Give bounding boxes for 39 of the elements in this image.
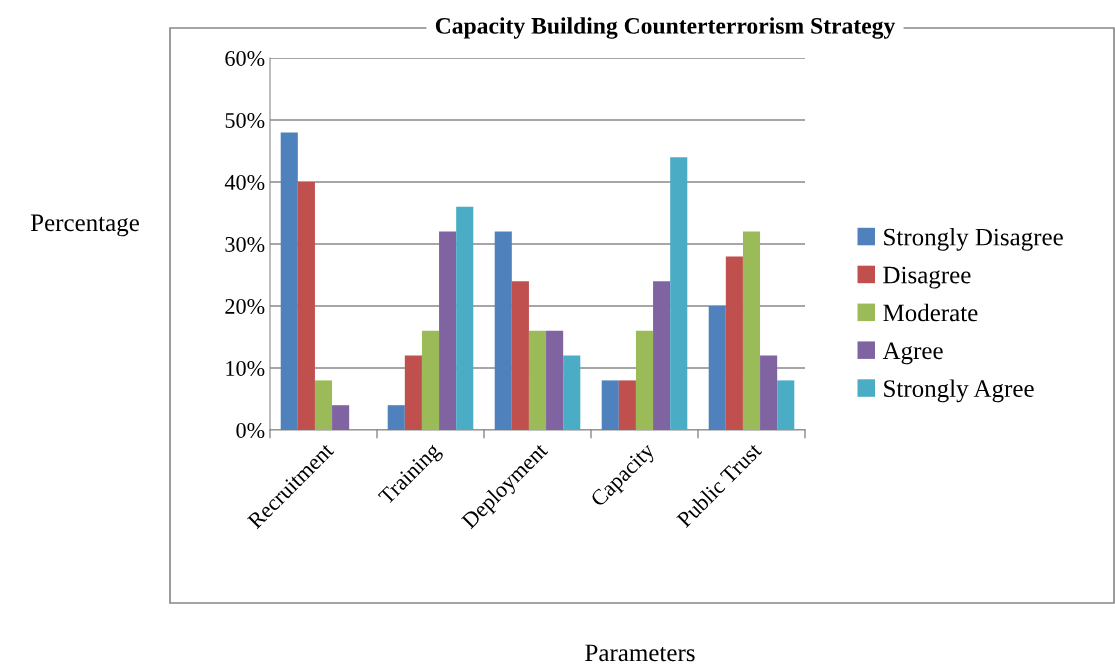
y-tick-label: 30% — [225, 236, 265, 252]
bar — [563, 355, 581, 430]
bar — [601, 380, 619, 430]
bar — [635, 330, 654, 430]
bar — [742, 231, 761, 430]
bar — [404, 355, 422, 430]
bar — [439, 231, 457, 430]
bar — [528, 330, 547, 430]
bar — [314, 380, 333, 430]
bar — [297, 182, 315, 430]
legend-label: Disagree — [883, 266, 971, 289]
bar — [670, 157, 688, 430]
legend-label: Strongly Disagree — [884, 227, 1063, 251]
x-axis-title: Parameters — [585, 644, 695, 662]
bar — [511, 281, 529, 430]
bar — [725, 256, 743, 430]
bar — [280, 132, 298, 430]
bar — [421, 330, 440, 430]
bar — [546, 330, 564, 430]
legend-label: Agree — [882, 342, 943, 365]
y-tick-label: 20% — [225, 298, 265, 314]
bar — [494, 231, 512, 430]
y-tick-label: 10% — [226, 360, 265, 376]
bar — [760, 355, 778, 430]
bar — [708, 306, 726, 430]
bar — [387, 405, 405, 430]
bar — [618, 380, 636, 430]
y-tick-label: 50% — [225, 112, 265, 128]
y-axis-title: Percentage — [30, 214, 139, 237]
y-tick-label: 60% — [225, 50, 265, 66]
legend-label: Strongly Agree — [884, 379, 1034, 403]
chart-title: Capacity Building Counterterrorism Strategy — [435, 17, 896, 39]
y-tick-label: 40% — [224, 174, 265, 190]
bar — [456, 206, 474, 430]
bar — [777, 380, 795, 430]
bar — [653, 281, 671, 430]
legend-label: Moderate — [883, 303, 978, 322]
bar — [332, 405, 350, 430]
y-tick-label: 0% — [236, 422, 265, 438]
